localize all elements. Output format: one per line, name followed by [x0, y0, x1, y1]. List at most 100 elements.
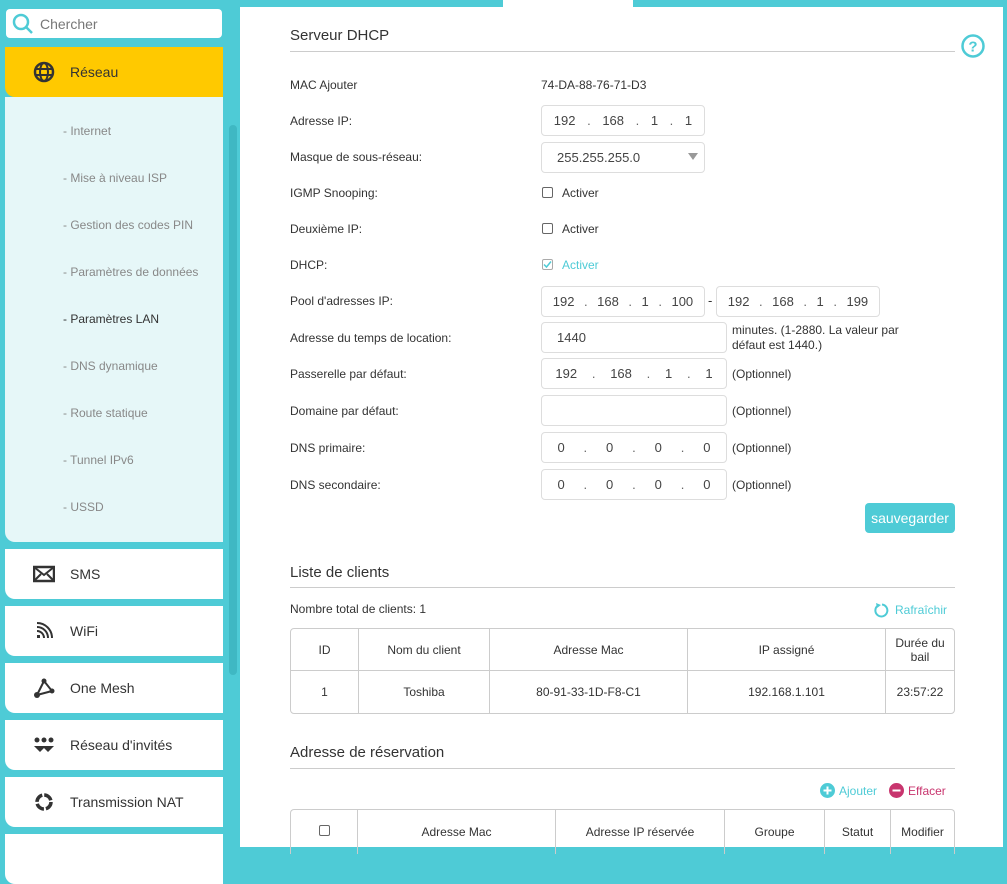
- octet[interactable]: 1: [650, 113, 659, 128]
- submenu-internet[interactable]: - Internet: [63, 124, 112, 138]
- col-id: ID: [291, 629, 359, 671]
- section-title: Serveur DHCP: [290, 27, 390, 44]
- submenu-isp-upgrade[interactable]: - Mise à niveau ISP: [63, 171, 168, 185]
- ip-label: Adresse IP:: [290, 114, 353, 128]
- dns1-input[interactable]: 0.0.0.0: [541, 432, 727, 463]
- optional-note: (Optionnel): [732, 367, 792, 381]
- refresh-icon: [874, 603, 889, 618]
- dhcp-checkbox[interactable]: [542, 259, 553, 270]
- sidebar-scrollbar[interactable]: [229, 125, 237, 675]
- col-select: [291, 810, 358, 854]
- col-mac: Adresse Mac: [358, 810, 556, 854]
- lease-time-input[interactable]: 1440: [541, 322, 727, 353]
- octet[interactable]: 168: [772, 294, 794, 309]
- octet[interactable]: 199: [846, 294, 869, 309]
- octet[interactable]: 0: [703, 440, 711, 455]
- octet[interactable]: 0: [606, 440, 614, 455]
- mac-label: MAC Ajouter: [290, 78, 358, 92]
- octet[interactable]: 192: [552, 294, 575, 309]
- octet[interactable]: 1: [641, 294, 649, 309]
- octet[interactable]: 0: [557, 440, 565, 455]
- envelope-icon: [33, 565, 55, 583]
- octet[interactable]: 100: [671, 294, 694, 309]
- nav-wifi[interactable]: WiFi: [5, 606, 223, 656]
- divider: [290, 51, 955, 52]
- pool-start-input[interactable]: 192. 168. 1. 100: [541, 286, 705, 317]
- table-row: 1 Toshiba 80-91-33-1D-F8-C1 192.168.1.10…: [291, 671, 954, 713]
- dns2-label: DNS secondaire:: [290, 478, 381, 492]
- table-header-row: Adresse Mac Adresse IP réservée Groupe S…: [291, 810, 954, 854]
- dns1-label: DNS primaire:: [290, 441, 366, 455]
- save-button[interactable]: sauvegarder: [865, 503, 955, 533]
- optional-note: (Optionnel): [732, 441, 792, 455]
- cell-id: 1: [291, 671, 359, 713]
- svg-text:?: ?: [968, 39, 977, 56]
- nav-reseau[interactable]: Réseau: [5, 47, 223, 97]
- octet[interactable]: 0: [606, 477, 614, 492]
- nav-guest-network[interactable]: Réseau d'invités: [5, 720, 223, 770]
- pool-end-input[interactable]: 192. 168. 1. 199: [716, 286, 880, 317]
- nav-more[interactable]: [5, 834, 223, 884]
- select-all-checkbox[interactable]: [318, 825, 330, 836]
- dns2-input[interactable]: 0.0.0.0: [541, 469, 727, 500]
- submenu-ipv6[interactable]: - Tunnel IPv6: [63, 453, 134, 467]
- lease-note: minutes. (1-2880. La valeur par défaut e…: [732, 323, 899, 352]
- domain-label: Domaine par défaut:: [290, 404, 399, 418]
- delete-button[interactable]: Effacer: [889, 783, 946, 798]
- octet[interactable]: 192: [553, 113, 576, 128]
- second-ip-checkbox[interactable]: [542, 223, 553, 234]
- domain-input[interactable]: [541, 395, 727, 426]
- octet[interactable]: 1: [665, 366, 673, 381]
- octet[interactable]: 168: [610, 366, 632, 381]
- optional-note: (Optionnel): [732, 478, 792, 492]
- help-icon[interactable]: ?: [961, 34, 985, 58]
- dhcp-label: DHCP:: [290, 258, 328, 272]
- octet[interactable]: 0: [557, 477, 565, 492]
- octet[interactable]: 1: [816, 294, 824, 309]
- cell-name: Toshiba: [359, 671, 490, 713]
- ip-address-input[interactable]: 192. 168. 1. 1: [541, 105, 705, 136]
- submenu-pin[interactable]: - Gestion des codes PIN: [63, 218, 194, 232]
- guests-icon: [34, 737, 54, 752]
- octet[interactable]: 192: [727, 294, 750, 309]
- add-label: Ajouter: [839, 783, 878, 798]
- octet[interactable]: 168: [602, 113, 625, 128]
- divider: [290, 587, 955, 588]
- octet[interactable]: 192: [555, 366, 578, 381]
- submenu-data[interactable]: - Paramètres de données: [63, 265, 199, 279]
- submenu-static-route[interactable]: - Route statique: [63, 406, 148, 420]
- col-modify: Modifier: [901, 825, 944, 839]
- plus-circle-icon: [820, 783, 835, 798]
- octet[interactable]: 1: [705, 366, 713, 381]
- submenu-lan[interactable]: - Paramètres LAN: [63, 312, 160, 326]
- nav-label: WiFi: [70, 623, 98, 639]
- nav-sms[interactable]: SMS: [5, 549, 223, 599]
- cell-lease: 23:57:22: [896, 685, 944, 699]
- nav-nat[interactable]: Transmission NAT: [5, 777, 223, 827]
- table-header-row: ID Nom du client Adresse Mac IP assigné …: [291, 629, 954, 671]
- refresh-label: Rafraîchir: [895, 603, 948, 617]
- submenu-ussd[interactable]: - USSD: [63, 500, 104, 514]
- client-count: Nombre total de clients: 1: [290, 602, 427, 616]
- octet[interactable]: 168: [597, 294, 619, 309]
- search-box[interactable]: Chercher: [6, 9, 222, 38]
- octet[interactable]: 0: [703, 477, 711, 492]
- dhcp-option: Activer: [562, 258, 599, 272]
- chevron-down-icon: [688, 153, 698, 160]
- subnet-mask-select[interactable]: 255.255.255.0: [541, 142, 705, 173]
- add-button[interactable]: Ajouter: [820, 783, 877, 798]
- octet[interactable]: 0: [654, 477, 662, 492]
- section-title: Adresse de réservation: [290, 744, 445, 761]
- igmp-checkbox[interactable]: [542, 187, 553, 198]
- octet[interactable]: 1: [684, 113, 693, 128]
- refresh-button[interactable]: Rafraîchir: [873, 602, 947, 618]
- octet[interactable]: 0: [654, 440, 662, 455]
- cell-mac: 80-91-33-1D-F8-C1: [490, 671, 688, 713]
- gateway-input[interactable]: 192. 168. 1. 1: [541, 358, 727, 389]
- nav-one-mesh[interactable]: One Mesh: [5, 663, 223, 713]
- second-ip-option: Activer: [562, 222, 599, 236]
- nav-label: One Mesh: [70, 680, 135, 696]
- search-input[interactable]: Chercher: [40, 16, 98, 32]
- nav-label: SMS: [70, 566, 101, 582]
- submenu-ddns[interactable]: - DNS dynamique: [63, 359, 158, 373]
